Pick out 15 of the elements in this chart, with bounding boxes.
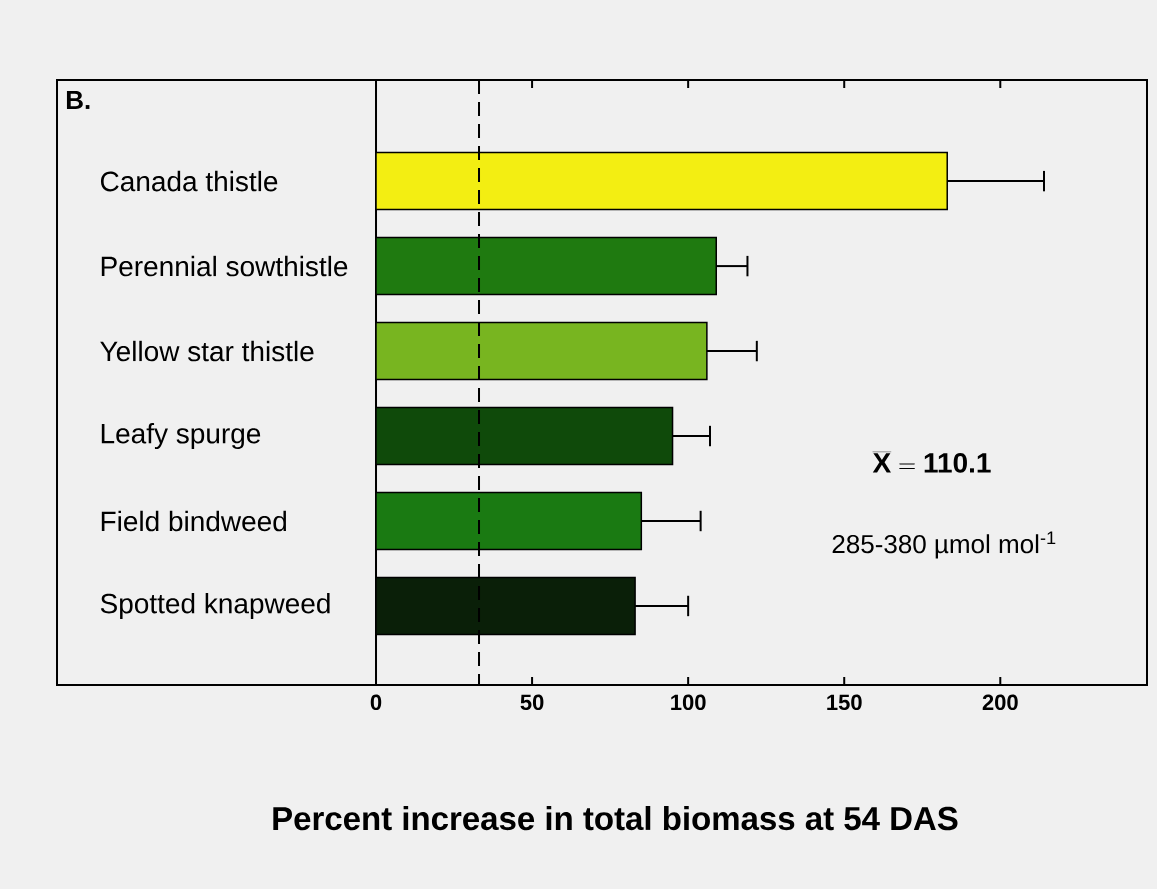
annotation: $\overline{\textbf{X}} = \textbf{110.1}$ — [872, 451, 991, 473]
y-tick-label: Spotted knapweed — [100, 592, 330, 620]
y-tick-label: Perennial sowthistle — [101, 255, 348, 277]
text: B. — [66, 91, 90, 109]
y-tick-label: Leafy spurge — [101, 422, 261, 450]
x-tick-label: 0 — [370, 694, 382, 711]
x-tick-label: 200 — [982, 694, 1018, 711]
y-tick-label: Yellow star thistle — [100, 340, 314, 362]
x-tick-label: 50 — [520, 694, 544, 711]
y-tick-label: Canada thistle — [100, 170, 278, 192]
y-tick-label: Field bindweed — [101, 510, 287, 532]
x-tick-label: 100 — [671, 694, 706, 711]
annotation: 285-380 µmol mol$^{-1}$ — [832, 531, 1056, 559]
x-tick-label: 150 — [827, 694, 862, 711]
x-axis-title: Percent increase in total biomass at 54 DAS — [273, 805, 958, 831]
